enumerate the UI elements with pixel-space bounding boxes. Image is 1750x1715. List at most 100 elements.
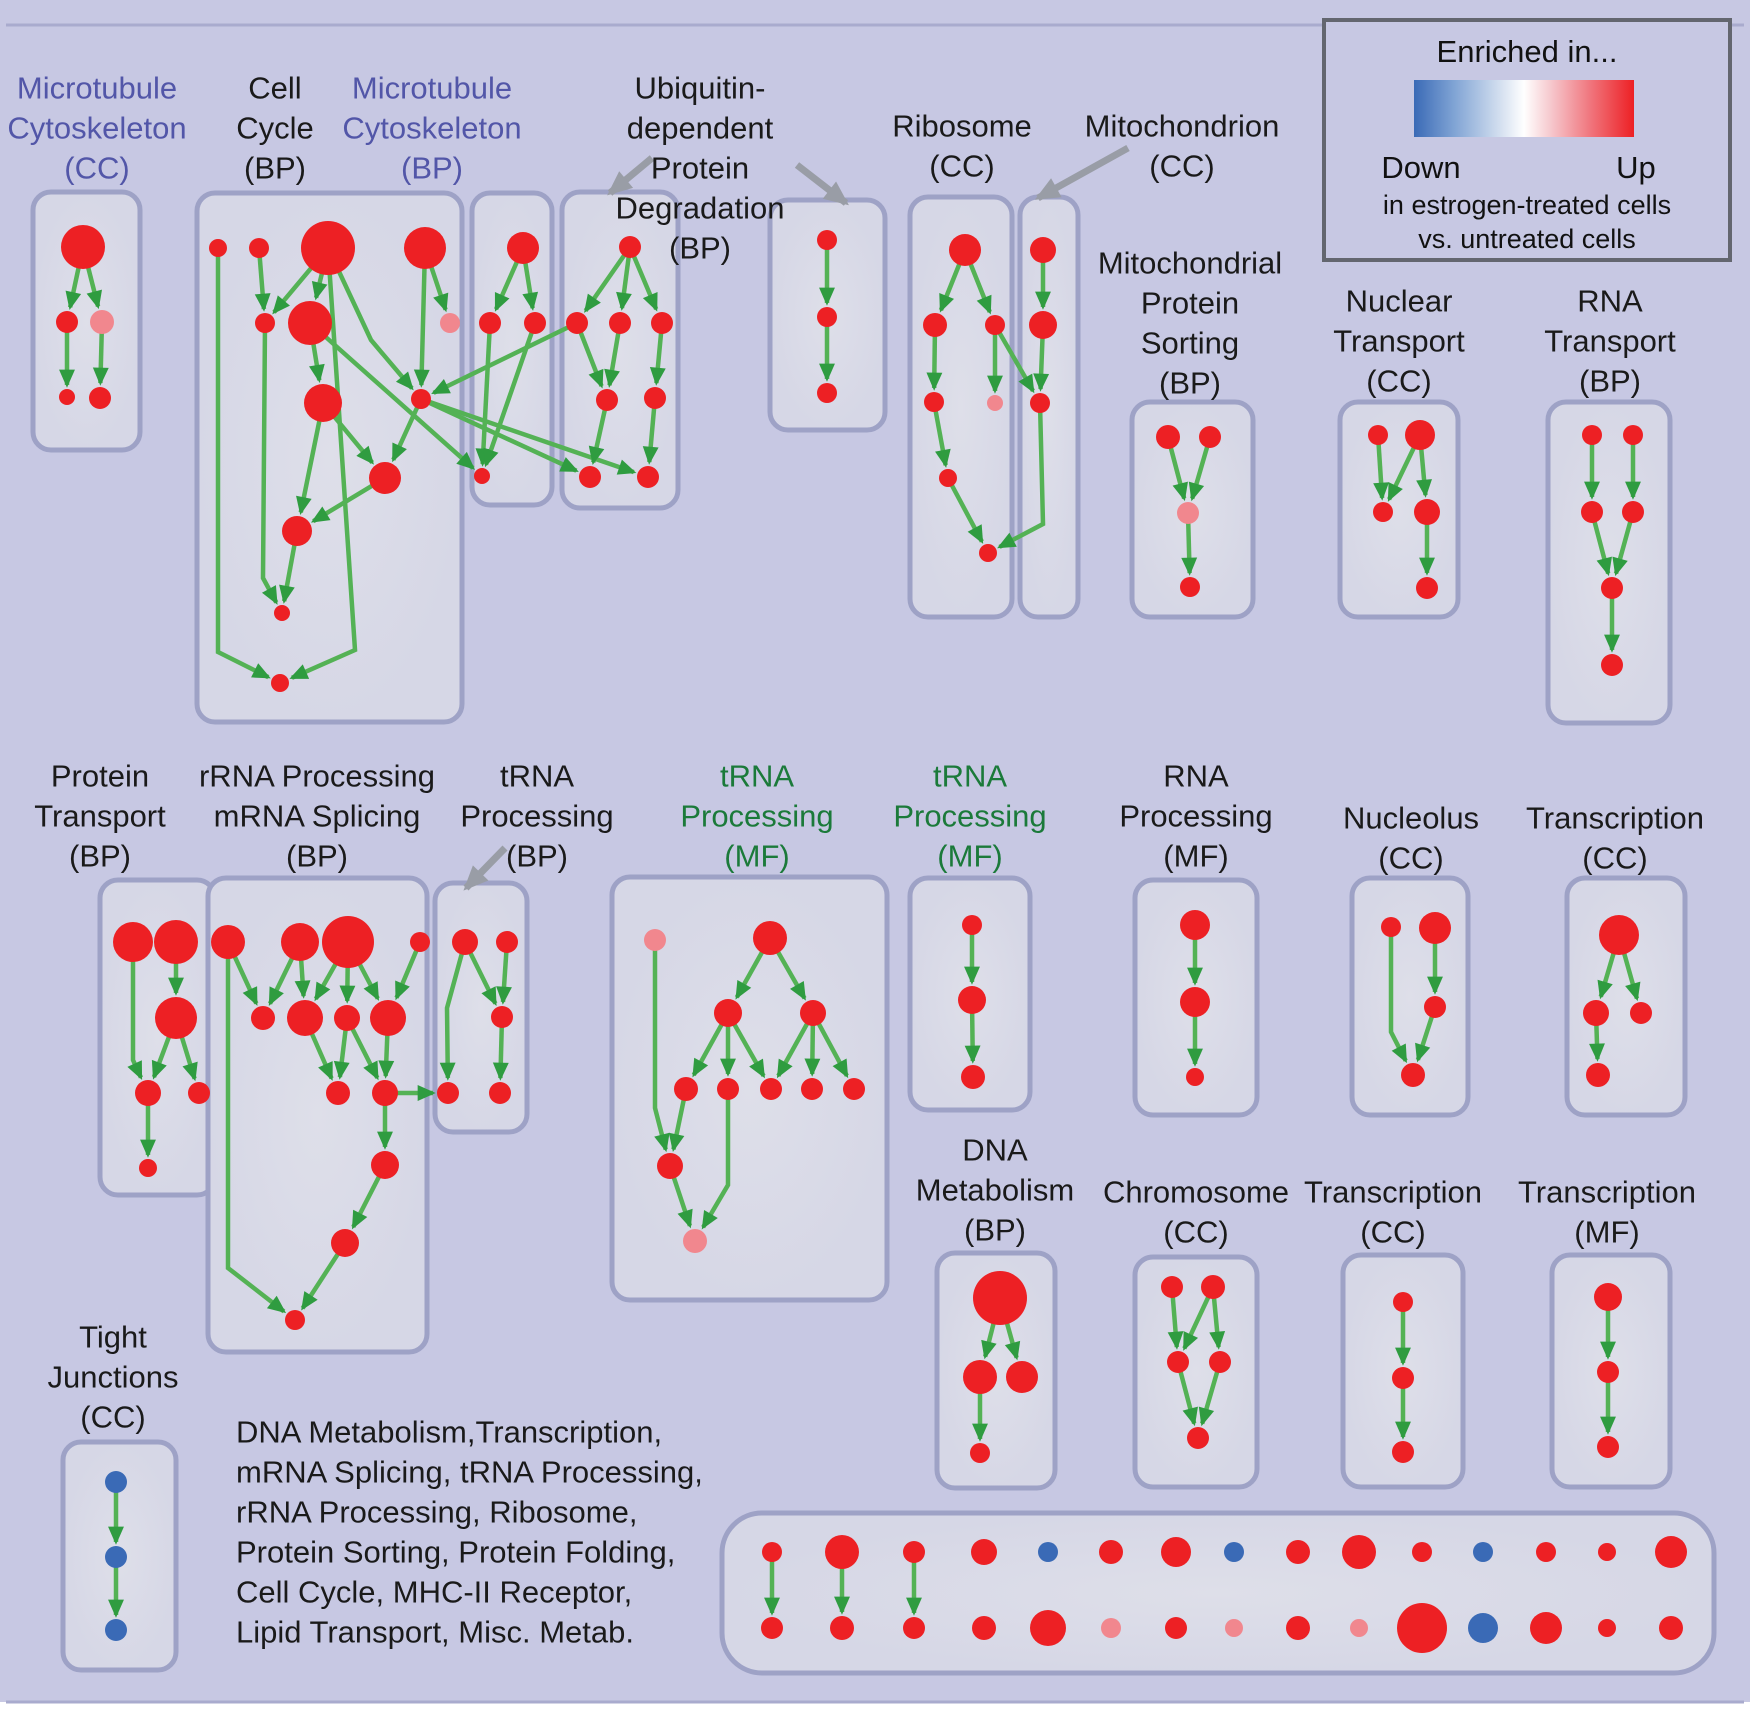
- node-tmf2: [1597, 1361, 1619, 1383]
- node-nu3: [1424, 996, 1446, 1018]
- node-r9: [326, 1081, 350, 1105]
- node-r2: [281, 923, 319, 961]
- cluster-box-microtubule-bp: [469, 190, 555, 508]
- node-w10t: [1342, 1535, 1376, 1569]
- edge-ccC-ccH: [325, 247, 414, 391]
- node-h2: [1201, 1275, 1225, 1299]
- edge-r1-r13: [225, 942, 287, 1314]
- node-r8: [370, 1000, 406, 1036]
- node-h5: [1187, 1427, 1209, 1449]
- node-tc1: [1599, 915, 1639, 955]
- node-b7: [979, 544, 997, 562]
- edge-g1-g10: [652, 940, 670, 1153]
- node-nu2: [1419, 912, 1451, 944]
- node-uw2: [637, 466, 659, 488]
- cluster-label-nucleolus-cc: Nucleolus (CC): [1343, 801, 1479, 876]
- node-rt1: [1582, 425, 1602, 445]
- legend-subtitle-line1: in estrogen-treated cells: [1382, 190, 1672, 220]
- cluster-box-merged-wide: [719, 1510, 1717, 1676]
- node-nt4: [1414, 499, 1440, 525]
- node-mt3: [1030, 393, 1050, 413]
- node-w15t: [1655, 1536, 1687, 1568]
- node-r6: [287, 1000, 323, 1036]
- node-w2t: [825, 1535, 859, 1569]
- node-w11t: [1412, 1542, 1432, 1562]
- node-m1: [962, 915, 982, 935]
- node-b2: [923, 313, 947, 337]
- node-s3: [1177, 502, 1199, 524]
- node-b6: [939, 469, 957, 487]
- node-ccA: [209, 239, 227, 257]
- node-rt6: [1601, 654, 1623, 676]
- node-tcb1: [1393, 1292, 1413, 1312]
- cluster-box-protein-transport: [97, 877, 218, 1198]
- node-s1: [1156, 425, 1180, 449]
- node-p2: [154, 920, 198, 964]
- node-w10b: [1350, 1619, 1368, 1637]
- node-ccC: [301, 221, 355, 275]
- node-tmf3: [1597, 1436, 1619, 1458]
- node-w5b: [1030, 1610, 1066, 1646]
- node-w12b: [1468, 1613, 1498, 1643]
- edge-mb2-mb4: [475, 322, 493, 467]
- node-g3: [714, 999, 742, 1027]
- edge-ccH-ccI: [391, 398, 424, 463]
- node-tcb3: [1392, 1441, 1414, 1463]
- edge-u1-uv1: [574, 322, 604, 389]
- node-t2: [496, 931, 518, 953]
- node-w13t: [1536, 1542, 1556, 1562]
- node-t3: [491, 1006, 513, 1028]
- node-r10: [372, 1080, 398, 1106]
- merged-categories-text: DNA Metabolism,Transcription, mRNA Splici…: [236, 1415, 703, 1650]
- edge-mt3-b7: [997, 402, 1046, 549]
- node-nu1: [1381, 917, 1401, 937]
- node-r11: [371, 1151, 399, 1179]
- node-w13b: [1530, 1612, 1562, 1644]
- edge-u0-u1: [583, 245, 632, 313]
- cluster-label-microtubule-cytoskeleton-bp: Microtubule Cytoskeleton (BP): [342, 71, 521, 186]
- node-m3: [961, 1065, 985, 1089]
- node-g11: [683, 1229, 707, 1253]
- node-uv2: [644, 387, 666, 409]
- node-t4: [437, 1082, 459, 1104]
- node-r4: [410, 932, 430, 952]
- edge-ccH-uw1: [420, 396, 579, 473]
- edge-ccF-mb4: [308, 321, 476, 470]
- node-mb1: [507, 232, 539, 264]
- node-r3: [322, 916, 374, 968]
- node-ccE: [255, 313, 275, 333]
- node-w4b: [972, 1616, 996, 1640]
- node-rt5: [1601, 577, 1623, 599]
- node-w6t: [1099, 1540, 1123, 1564]
- node-h1: [1161, 1276, 1183, 1298]
- node-mcc5: [89, 387, 111, 409]
- node-g2: [753, 921, 787, 955]
- edge-ccD-ccH: [413, 247, 430, 388]
- edge-t1-t4: [439, 941, 468, 1081]
- node-nt1: [1368, 425, 1388, 445]
- node-w7t: [1161, 1537, 1191, 1567]
- node-ccD: [404, 227, 446, 269]
- cluster-label-rna-transport-bp: RNA Transport (BP): [1544, 284, 1676, 399]
- node-t5: [489, 1082, 511, 1104]
- node-q2: [817, 307, 837, 327]
- node-u0: [619, 236, 641, 258]
- node-mcc1: [61, 225, 105, 269]
- node-p3: [155, 997, 197, 1039]
- cluster-box-nuclear-transport: [1337, 399, 1461, 620]
- cluster-label-trna-processing-mf-1: tRNA Processing (MF): [680, 759, 833, 874]
- node-w6b: [1101, 1618, 1121, 1638]
- node-g1: [644, 929, 666, 951]
- node-ccB: [249, 238, 269, 258]
- node-g4: [800, 1000, 826, 1026]
- node-w3b: [903, 1617, 925, 1639]
- legend-down-label: Down: [1381, 150, 1461, 185]
- node-ccH: [411, 389, 431, 409]
- node-g9: [843, 1078, 865, 1100]
- node-d1: [973, 1271, 1027, 1325]
- node-nt5: [1416, 577, 1438, 599]
- node-b4: [924, 392, 944, 412]
- node-g7: [760, 1078, 782, 1100]
- cluster-label-transcription-cc-top: Transcription (CC): [1526, 801, 1704, 876]
- node-ccK: [274, 605, 290, 621]
